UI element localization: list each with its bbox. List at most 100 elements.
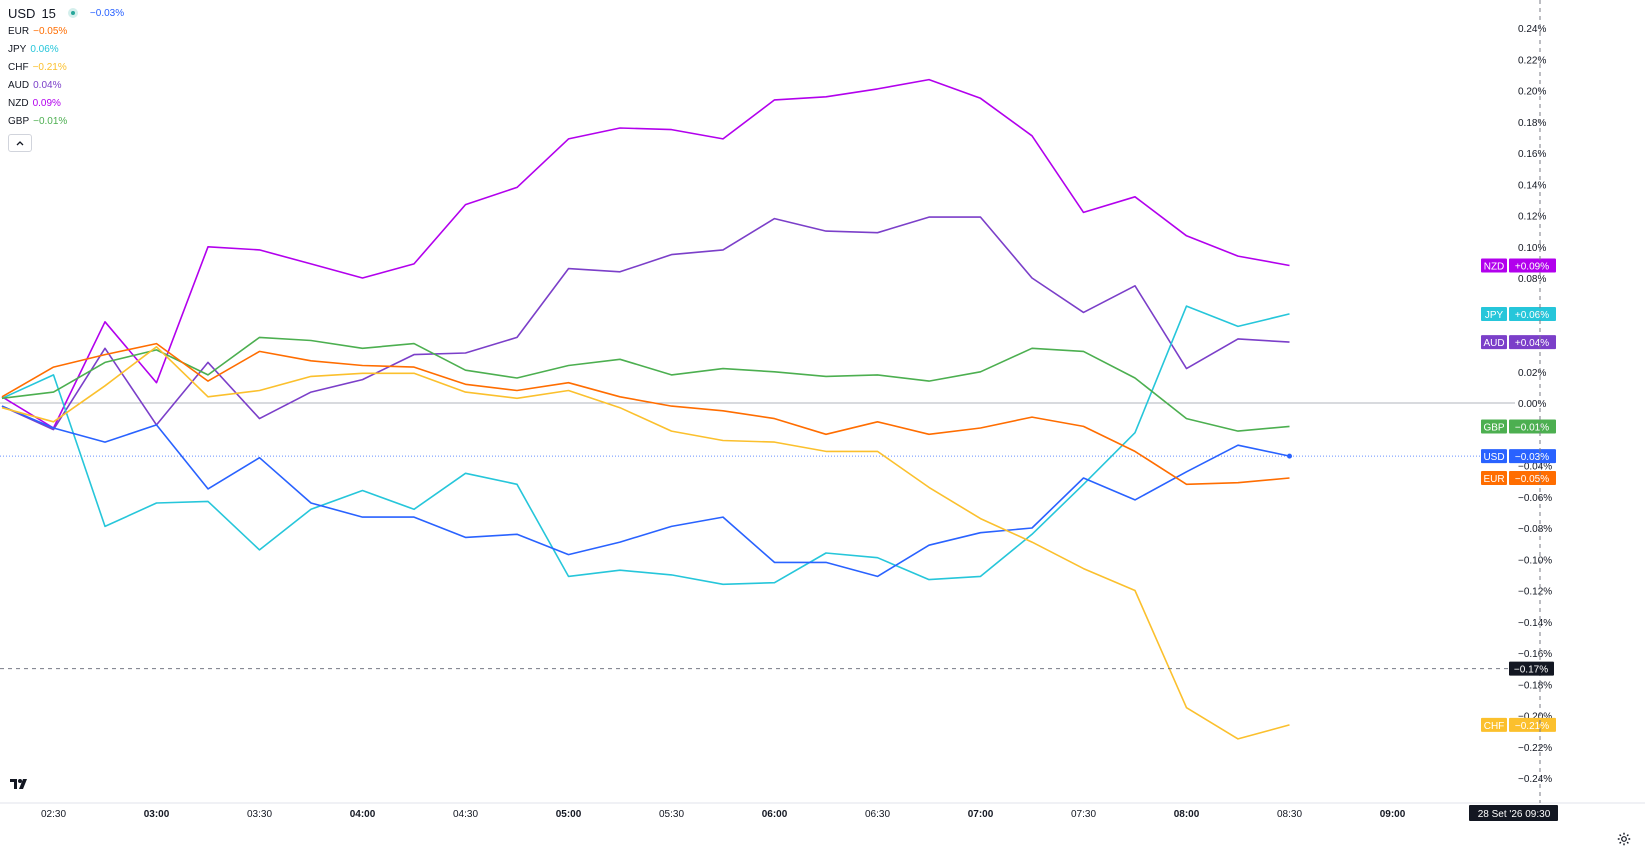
legend-change: 0.04% (33, 79, 62, 91)
badge-gbp: GBP −0.01% (1481, 419, 1556, 434)
legend-code: AUD (8, 79, 30, 91)
badge-name: EUR (1483, 474, 1504, 485)
legend-code: JPY (8, 43, 27, 55)
chevron-up-icon[interactable] (8, 134, 32, 152)
series-line-nzd (1, 78, 1290, 429)
y-tick-label: −0.12% (1518, 587, 1552, 598)
x-axis: 02:30 03:00 03:30 04:00 04:30 05:00 05:30 06:00… (41, 809, 1406, 820)
y-tick-label: −0.04% (1518, 462, 1552, 473)
badge-value-box (1509, 258, 1556, 273)
badge-value: +0.06% (1515, 310, 1549, 321)
legend-item-jpy[interactable]: JPY 0.06% (8, 40, 124, 58)
y-tick-label: 0.20% (1518, 87, 1546, 98)
badge-name-box (1481, 306, 1507, 321)
badge-name: NZD (1484, 262, 1505, 273)
y-tick-label: 0.02% (1518, 368, 1546, 379)
y-tick-label: 0.14% (1518, 180, 1546, 191)
legend-item-gbp[interactable]: GBP −0.01% (8, 112, 124, 130)
badge-eur: EUR −0.05% (1481, 471, 1556, 485)
y-tick-label: 0.08% (1518, 274, 1546, 285)
badge-name-box (1481, 717, 1507, 732)
crosshair-price-label: −0.17% (1514, 665, 1548, 676)
interval-label[interactable]: 15 (41, 5, 56, 21)
x-tick-label: 09:00 (1380, 809, 1406, 820)
badge-value-box (1509, 306, 1556, 321)
legend-item-chf[interactable]: CHF −0.21% (8, 58, 124, 76)
crosshair-price-box (1509, 661, 1554, 676)
series-line-eur (1, 342, 1290, 486)
symbol-label[interactable]: USD (8, 5, 36, 21)
series-badges: NZD +0.09%JPY +0.06%AUD +0.04%GBP −0.01%USD −… (1481, 258, 1556, 732)
chart-grid (0, 402, 1645, 804)
x-tick-label: 02:30 (41, 809, 66, 820)
badge-value: −0.21% (1515, 721, 1549, 732)
crosshair-time-label: 28 Set '26 09:30 (1478, 809, 1551, 820)
badge-value-box (1509, 717, 1556, 732)
badge-name: USD (1483, 452, 1504, 463)
badge-name: JPY (1485, 310, 1504, 321)
legend-code: EUR (8, 25, 30, 37)
chart-series (1, 78, 1292, 740)
badge-value: +0.09% (1515, 262, 1549, 273)
badge-nzd: NZD +0.09% (1481, 258, 1556, 273)
legend: USD 15 −0.03% EUR −0.05% JPY 0.06% CHF −0.21%… (8, 4, 124, 152)
legend-item-eur[interactable]: EUR −0.05% (8, 22, 124, 40)
market-status-icon (67, 8, 78, 18)
y-tick-label: −0.06% (1518, 493, 1552, 504)
y-tick-label: −0.14% (1518, 618, 1552, 629)
badge-name: AUD (1483, 338, 1504, 349)
legend-change: −0.01% (33, 115, 68, 127)
badge-usd: USD −0.03% (1481, 449, 1556, 464)
series-line-usd (1, 405, 1290, 578)
x-tick-label: 05:00 (556, 809, 582, 820)
legend-code: NZD (8, 97, 29, 109)
badge-value: −0.03% (1515, 452, 1549, 463)
series-line-chf (1, 345, 1290, 740)
badge-name-box (1481, 471, 1507, 485)
tradingview-logo[interactable] (10, 778, 30, 792)
legend-header[interactable]: USD 15 −0.03% (8, 4, 124, 22)
badge-value: −0.01% (1515, 422, 1549, 433)
y-tick-label: 0.18% (1518, 118, 1546, 129)
legend-item-aud[interactable]: AUD 0.04% (8, 76, 124, 94)
x-tick-label: 03:30 (247, 809, 272, 820)
badge-jpy: JPY +0.06% (1481, 306, 1556, 321)
badge-name-box (1481, 258, 1507, 273)
y-tick-label: −0.18% (1518, 680, 1552, 691)
x-tick-label: 03:00 (144, 809, 170, 820)
x-tick-label: 05:30 (659, 809, 684, 820)
badge-name-box (1481, 419, 1507, 434)
badge-name-box (1481, 449, 1507, 464)
badge-chf: CHF −0.21% (1481, 717, 1556, 732)
legend-change: −0.21% (32, 61, 67, 73)
badge-value: −0.05% (1515, 474, 1549, 485)
y-tick-label: 0.24% (1518, 24, 1546, 35)
legend-change: −0.05% (33, 25, 68, 37)
x-tick-label: 08:30 (1277, 809, 1302, 820)
legend-item-nzd[interactable]: NZD 0.09% (8, 94, 124, 112)
y-tick-label: −0.20% (1518, 712, 1552, 723)
legend-code: CHF (8, 61, 29, 73)
y-axis: 0.24% 0.22% 0.20% 0.18% 0.16% 0.14% 0.12% 0.10%… (1518, 24, 1552, 785)
badge-name-box (1481, 335, 1507, 350)
y-tick-label: −0.16% (1518, 649, 1552, 660)
crosshair-time-box (1469, 805, 1558, 821)
badge-value-box (1509, 419, 1556, 434)
usd-last-point (1287, 453, 1292, 459)
series-line-jpy (1, 305, 1290, 586)
y-tick-label: −0.10% (1518, 555, 1552, 566)
x-tick-label: 06:30 (865, 809, 890, 820)
y-tick-label: 0.00% (1518, 399, 1546, 410)
legend-change: 0.09% (32, 97, 61, 109)
y-tick-label: −0.08% (1518, 524, 1552, 535)
y-tick-label: 0.22% (1518, 55, 1546, 66)
y-tick-label: 0.10% (1518, 243, 1546, 254)
x-tick-label: 07:30 (1071, 809, 1096, 820)
y-tick-label: −0.24% (1518, 774, 1552, 785)
badge-value: +0.04% (1515, 338, 1549, 349)
gear-icon[interactable] (1617, 832, 1631, 849)
x-tick-label: 04:00 (350, 809, 376, 820)
badge-aud: AUD +0.04% (1481, 335, 1556, 350)
x-tick-label: 07:00 (968, 809, 994, 820)
